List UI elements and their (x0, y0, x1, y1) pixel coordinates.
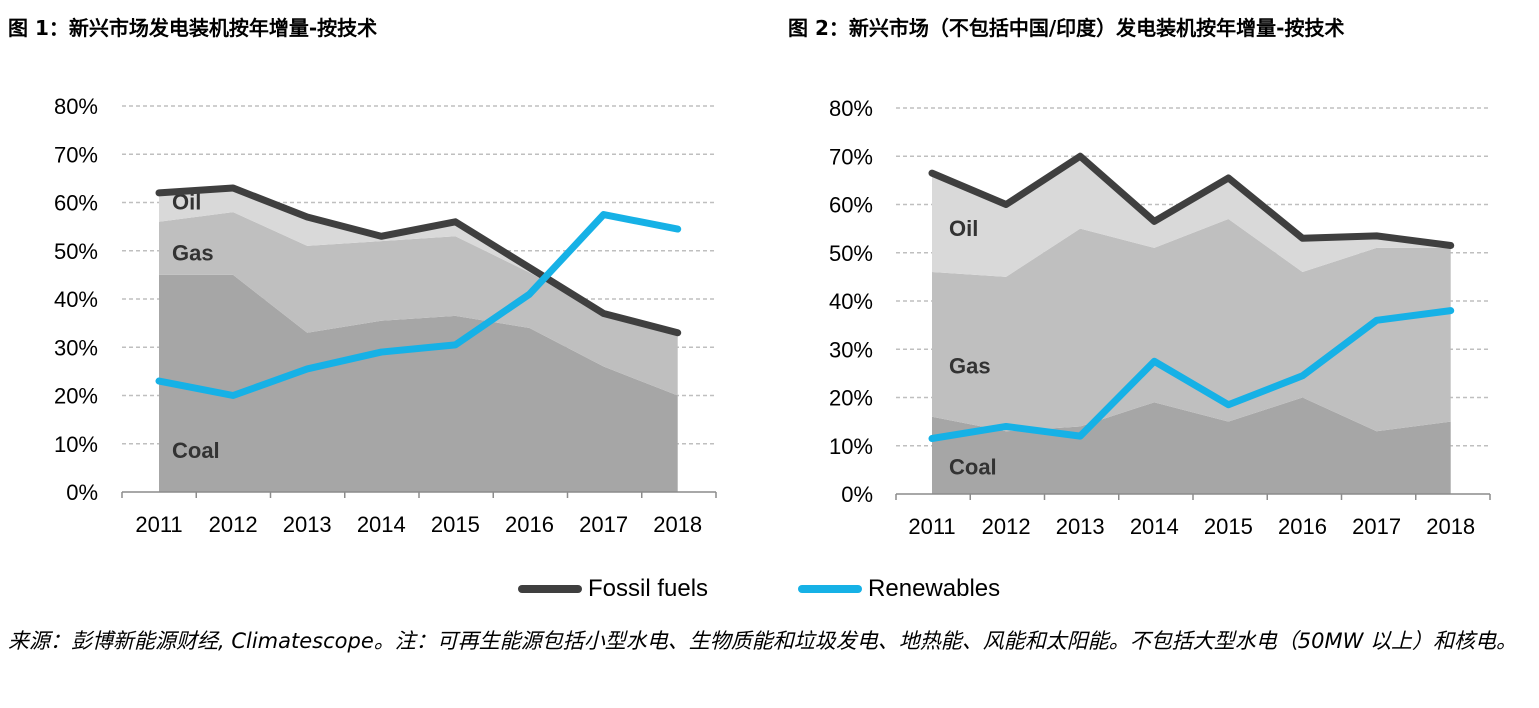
c1-y-tick-label: 30% (54, 335, 98, 360)
c2-line-fossil-fuels (928, 152, 1455, 250)
c2-line-renewables (928, 307, 1455, 443)
c2-y-tick-label: 50% (829, 241, 873, 266)
c2-y-tick-label: 10% (829, 434, 873, 459)
c1-area-oil (159, 188, 678, 333)
c2-area-label-oil: Oil (949, 216, 978, 241)
c1-area-label-gas: Gas (172, 240, 214, 265)
legend-item-renewables: Renewables (798, 575, 1000, 603)
c2-area-label-coal: Coal (949, 455, 997, 480)
c2-x-tick-label: 2013 (1056, 514, 1105, 539)
c2-y-tick-label: 30% (829, 337, 873, 362)
c1-y-tick-label: 80% (54, 94, 98, 119)
c1-y-tick-label: 0% (66, 480, 98, 505)
c2-y-tick-label: 40% (829, 289, 873, 314)
c1-area-gas (159, 212, 678, 396)
c2-area-label-gas: Gas (949, 353, 991, 378)
c1-y-tick-label: 10% (54, 432, 98, 457)
c1-x-tick-label: 2013 (283, 512, 332, 537)
c2-y-tick-label: 80% (829, 96, 873, 121)
c2-y-tick-label: 70% (829, 144, 873, 169)
legend-swatch-fossil (518, 585, 582, 593)
c1-y-tick-label: 40% (54, 287, 98, 312)
c1-y-tick-label: 50% (54, 239, 98, 264)
c2-x-tick-label: 2017 (1352, 514, 1401, 539)
c2-x-tick-label: 2018 (1426, 514, 1475, 539)
chart-1-title: 图 1：新兴市场发电装机按年增量-按技术 (8, 16, 378, 40)
c2-x-tick-label: 2011 (908, 514, 955, 539)
legend-label-renewables: Renewables (868, 575, 1001, 602)
c2-x-tick-label: 2015 (1204, 514, 1253, 539)
c2-area-gas (932, 218, 1451, 432)
c1-x-tick-label: 2014 (357, 512, 406, 537)
c1-y-tick-label: 20% (54, 384, 98, 409)
c2-y-tick-label: 0% (841, 482, 873, 507)
c1-x-tick-label: 2018 (653, 512, 702, 537)
c1-line-renewables (155, 211, 682, 399)
c2-area-coal (932, 397, 1451, 494)
c1-y-tick-label: 60% (54, 191, 98, 216)
c1-y-tick-label: 70% (54, 142, 98, 167)
c1-area-coal (159, 274, 678, 492)
legend-item-fossil: Fossil fuels (518, 575, 708, 603)
c2-x-tick-label: 2012 (982, 514, 1031, 539)
c1-x-tick-label: 2015 (431, 512, 480, 537)
c2-area-oil (932, 156, 1451, 277)
c1-area-label-coal: Coal (172, 438, 220, 463)
c2-x-tick-label: 2016 (1278, 514, 1327, 539)
c2-x-tick-label: 2014 (1130, 514, 1179, 539)
c1-x-tick-label: 2016 (505, 512, 554, 537)
legend-label-fossil: Fossil fuels (588, 575, 709, 602)
c1-x-tick-label: 2011 (135, 512, 182, 537)
source-note: 来源：彭博新能源财经, Climatescope。注：可再生能源包括小型水电、生… (8, 629, 1518, 653)
chart-2-title: 图 2：新兴市场（不包括中国/印度）发电装机按年增量-按技术 (788, 16, 1345, 40)
c1-line-fossil-fuels (155, 184, 682, 337)
legend-swatch-renewables (798, 585, 863, 593)
c2-y-tick-label: 60% (829, 193, 873, 218)
c1-x-tick-label: 2017 (579, 512, 628, 537)
c2-y-tick-label: 20% (829, 386, 873, 411)
legend: Fossil fuels Renewables (518, 575, 1090, 603)
c1-x-tick-label: 2012 (209, 512, 258, 537)
